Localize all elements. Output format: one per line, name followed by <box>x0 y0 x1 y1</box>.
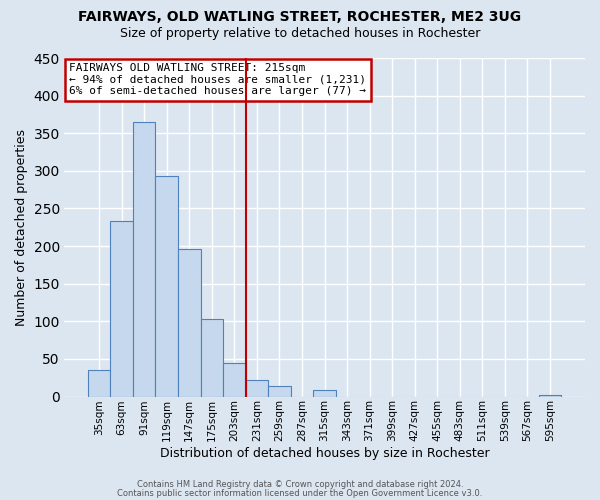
Bar <box>155 176 178 396</box>
Text: Contains HM Land Registry data © Crown copyright and database right 2024.: Contains HM Land Registry data © Crown c… <box>137 480 463 489</box>
Bar <box>313 390 336 396</box>
Text: Contains public sector information licensed under the Open Government Licence v3: Contains public sector information licen… <box>118 490 482 498</box>
Text: Size of property relative to detached houses in Rochester: Size of property relative to detached ho… <box>120 28 480 40</box>
Bar <box>245 380 268 396</box>
Bar <box>268 386 291 396</box>
Bar <box>88 370 110 396</box>
Bar <box>110 222 133 396</box>
Bar <box>178 249 200 396</box>
X-axis label: Distribution of detached houses by size in Rochester: Distribution of detached houses by size … <box>160 447 490 460</box>
Bar <box>133 122 155 396</box>
Y-axis label: Number of detached properties: Number of detached properties <box>15 129 28 326</box>
Bar <box>200 319 223 396</box>
Text: FAIRWAYS OLD WATLING STREET: 215sqm
← 94% of detached houses are smaller (1,231): FAIRWAYS OLD WATLING STREET: 215sqm ← 94… <box>70 63 367 96</box>
Bar <box>539 395 562 396</box>
Text: FAIRWAYS, OLD WATLING STREET, ROCHESTER, ME2 3UG: FAIRWAYS, OLD WATLING STREET, ROCHESTER,… <box>79 10 521 24</box>
Bar <box>223 362 245 396</box>
